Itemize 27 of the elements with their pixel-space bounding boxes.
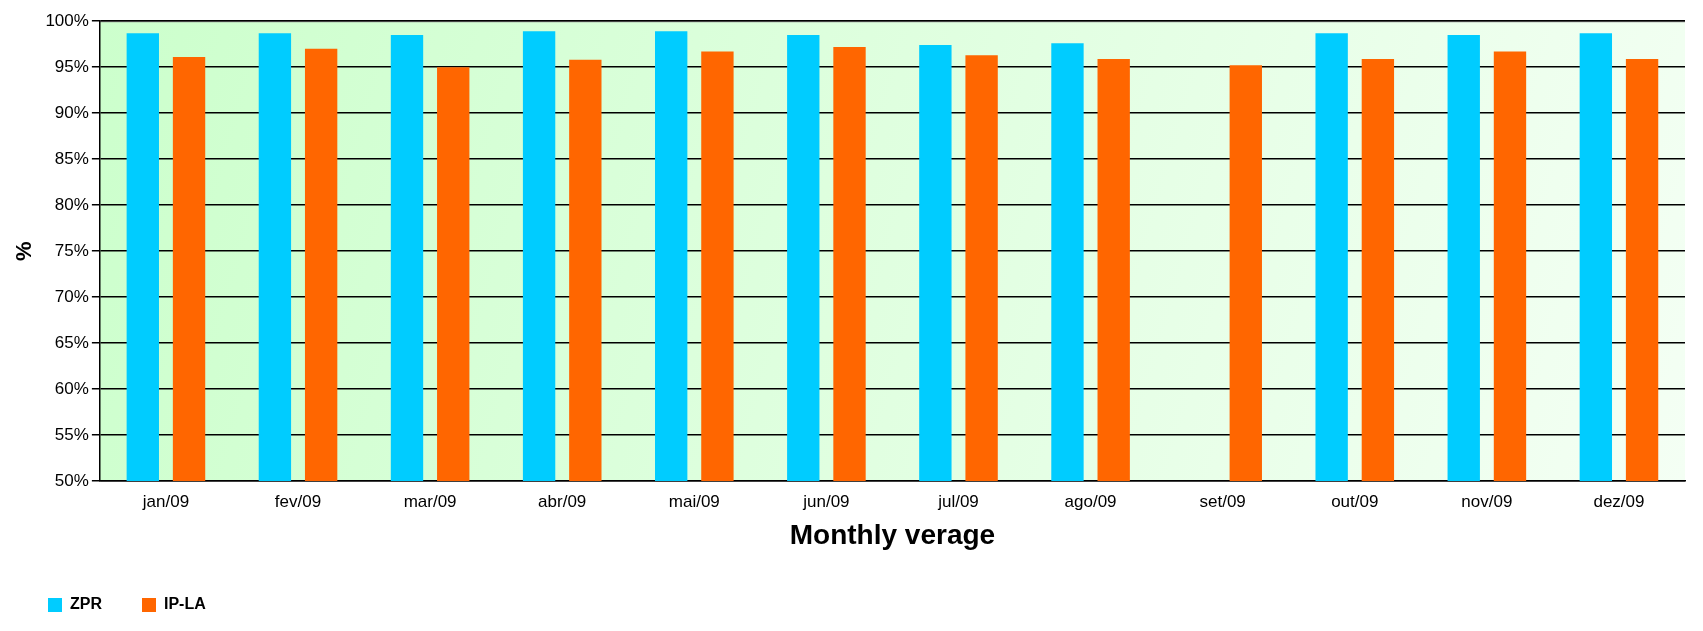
- y-tick-label: 75%: [54, 240, 89, 260]
- y-tick-label: 50%: [54, 470, 89, 490]
- y-axis-title: %: [11, 241, 37, 261]
- y-tick-label: 65%: [54, 332, 89, 352]
- x-tick-label: jan/09: [141, 491, 190, 511]
- x-tick-label: nov/09: [1461, 491, 1513, 511]
- x-tick-label: jun/09: [802, 491, 850, 511]
- x-tick-label: mai/09: [668, 491, 720, 511]
- x-tick-label: abr/09: [538, 491, 587, 511]
- y-tick-label: 55%: [54, 424, 89, 444]
- x-tick-label: jul/09: [937, 491, 979, 511]
- x-tick-label: set/09: [1199, 491, 1246, 511]
- x-tick-label: fev/09: [274, 491, 322, 511]
- y-tick-label: 90%: [54, 102, 89, 122]
- y-tick-label: 60%: [54, 378, 89, 398]
- legend-label: IP-LA: [164, 595, 207, 613]
- y-tick-label: 80%: [54, 194, 89, 214]
- y-tick-label: 85%: [54, 148, 89, 168]
- y-tick-label: 95%: [54, 56, 89, 76]
- x-tick-label: mar/09: [403, 491, 457, 511]
- x-axis-title: Monthly verage: [789, 518, 996, 550]
- legend-label: ZPR: [70, 595, 103, 613]
- x-tick-label: ago/09: [1064, 491, 1117, 511]
- x-tick-label: dez/09: [1593, 491, 1645, 511]
- x-tick-label: out/09: [1331, 491, 1379, 511]
- y-tick-label: 100%: [45, 10, 89, 30]
- y-tick-label: 70%: [54, 286, 89, 306]
